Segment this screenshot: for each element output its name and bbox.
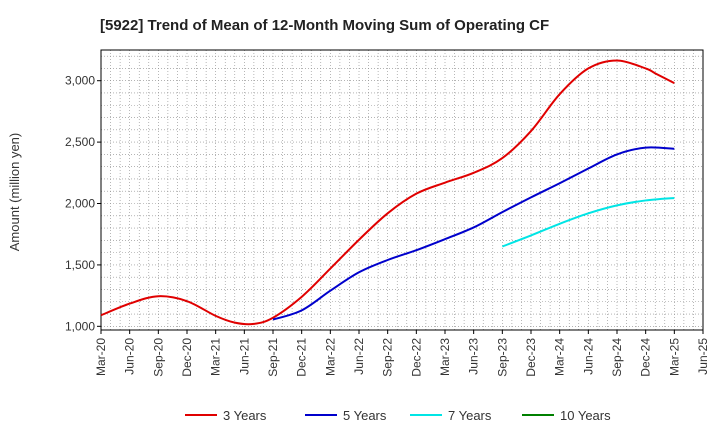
legend: 3 Years 5 Years 7 Years 10 Years	[185, 408, 611, 423]
y-tick-label: 2,500	[65, 135, 95, 149]
y-axis-ticks: 1,000 1,500 2,000 2,500 3,000	[65, 74, 101, 333]
y-tick-label: 3,000	[65, 74, 95, 88]
x-tick-label: Dec-24	[639, 338, 653, 377]
x-tick-label: Mar-20	[94, 338, 108, 376]
x-tick-label: Dec-23	[524, 338, 538, 377]
x-tick-label: Sep-21	[266, 338, 280, 377]
legend-label: 5 Years	[343, 408, 387, 423]
x-tick-label: Dec-20	[180, 338, 194, 377]
legend-label: 7 Years	[448, 408, 492, 423]
x-tick-label: Mar-25	[667, 338, 681, 376]
x-tick-label: Sep-20	[151, 338, 165, 377]
grid-lines	[101, 50, 703, 330]
chart-title: [5922] Trend of Mean of 12-Month Moving …	[100, 17, 549, 34]
x-tick-label: Jun-23	[467, 338, 481, 375]
y-tick-label: 2,000	[65, 197, 95, 211]
legend-label: 3 Years	[223, 408, 267, 423]
series-lines	[100, 59, 675, 326]
x-tick-label: Dec-22	[409, 338, 423, 377]
x-tick-label: Jun-22	[352, 338, 366, 375]
plot-area-frame	[100, 49, 704, 331]
x-tick-label: Sep-22	[381, 338, 395, 377]
x-tick-label: Mar-24	[553, 338, 567, 376]
y-tick-label: 1,500	[65, 258, 95, 272]
y-axis-label: Amount (million yen)	[7, 133, 22, 252]
x-tick-label: Jun-24	[581, 338, 595, 375]
x-tick-label: Jun-25	[696, 338, 710, 375]
x-tick-label: Sep-24	[610, 338, 624, 377]
x-tick-label: Mar-21	[209, 338, 223, 376]
series-line-7-years	[501, 196, 675, 248]
series-line-5-years	[272, 146, 675, 321]
legend-label: 10 Years	[560, 408, 611, 423]
x-tick-label: Mar-22	[323, 338, 337, 376]
x-tick-label: Jun-20	[123, 338, 137, 375]
x-tick-label: Jun-21	[237, 338, 251, 375]
x-tick-label: Mar-23	[438, 338, 452, 376]
x-tick-label: Sep-23	[495, 338, 509, 377]
x-tick-label: Dec-21	[295, 338, 309, 377]
y-tick-label: 1,000	[65, 319, 95, 333]
series-line-3-years	[100, 59, 675, 326]
x-axis-ticks: Mar-20 Jun-20 Sep-20 Dec-20 Mar-21 Jun-21 Sep-…	[94, 330, 710, 377]
